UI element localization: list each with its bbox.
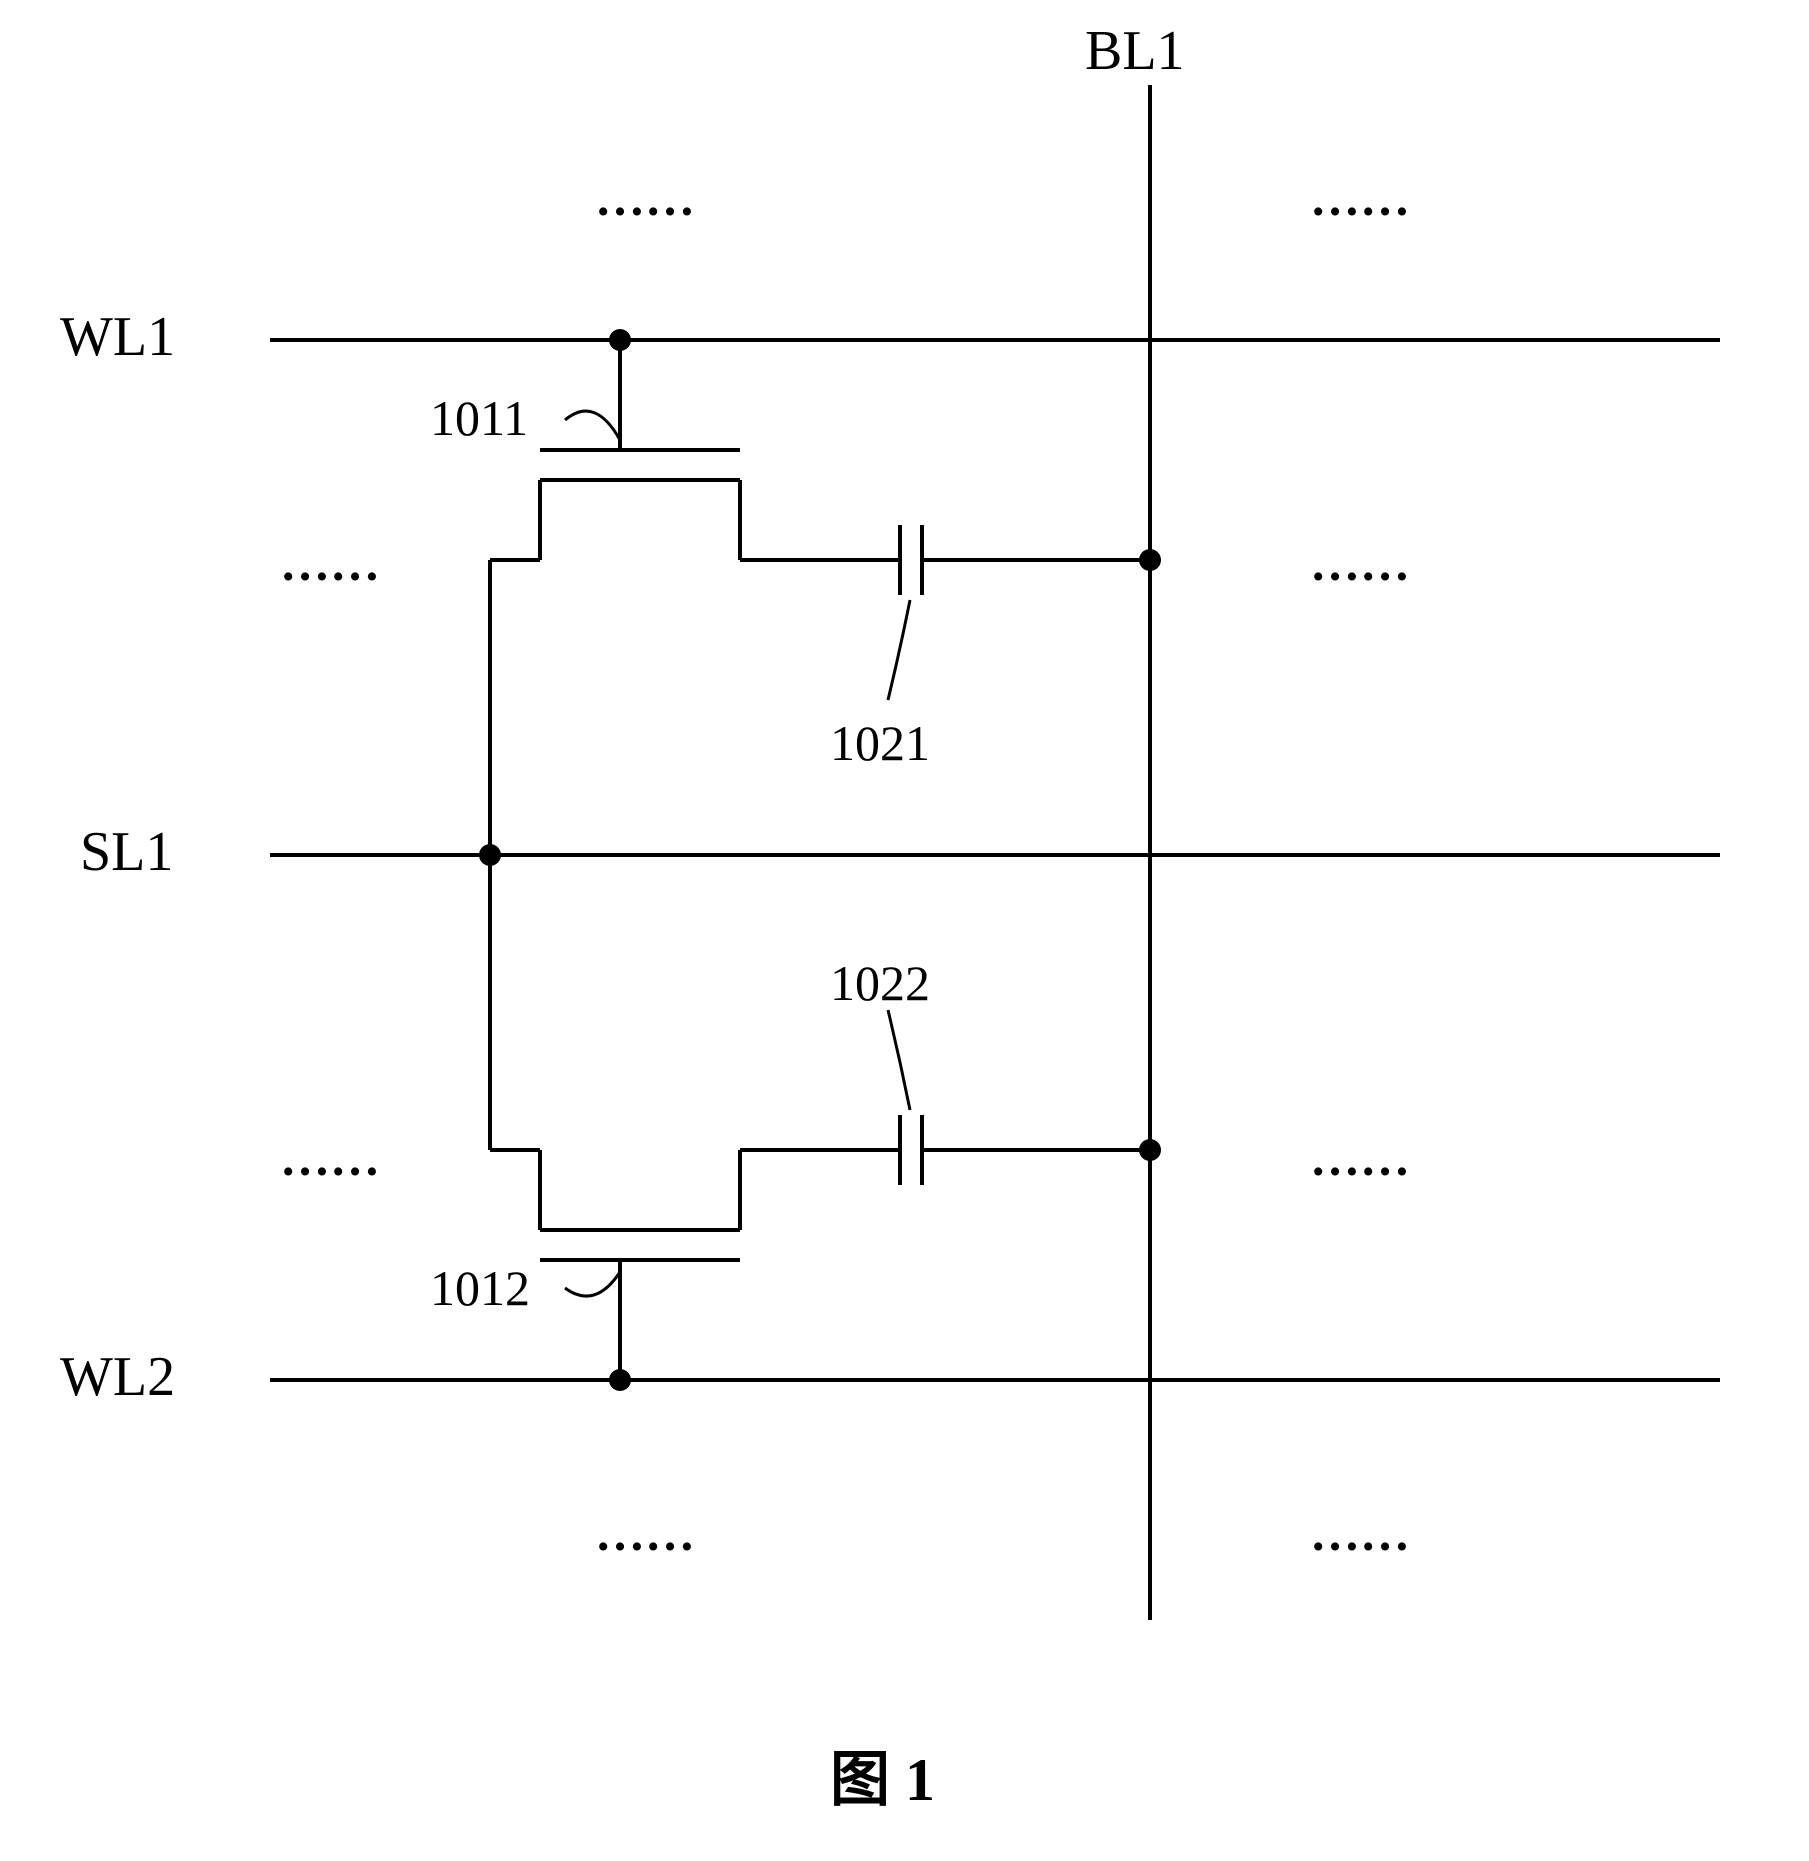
label-wl2: WL2 xyxy=(60,1346,175,1408)
dots-bot-left: …… xyxy=(595,1505,695,1561)
transistor-1011 xyxy=(490,340,800,560)
dots-wl1-left: …… xyxy=(280,535,380,591)
label-wl1: WL1 xyxy=(60,306,175,368)
label-1011: 1011 xyxy=(430,390,528,446)
label-bl1: BL1 xyxy=(1085,20,1185,82)
dots-top-right: …… xyxy=(1310,170,1410,226)
node-drain-sl1 xyxy=(479,844,501,866)
transistor-1012 xyxy=(490,1150,800,1380)
node-gate-wl2 xyxy=(609,1369,631,1391)
label-1021: 1021 xyxy=(830,715,930,771)
node-c2-bl1 xyxy=(1139,1139,1161,1161)
dots-top-left: …… xyxy=(595,170,695,226)
label-1012: 1012 xyxy=(430,1260,530,1316)
dots-wl1-right: …… xyxy=(1310,535,1410,591)
node-gate-wl1 xyxy=(609,329,631,351)
label-1022: 1022 xyxy=(830,955,930,1011)
capacitor-1022 xyxy=(800,1010,1150,1185)
circuit-diagram: BL1 WL1 SL1 WL2 1011 1021 1022 1012 …… …… xyxy=(0,0,1809,1861)
dots-sl1-right: …… xyxy=(1310,1130,1410,1186)
label-sl1: SL1 xyxy=(80,821,173,883)
dots-bot-right: …… xyxy=(1310,1505,1410,1561)
node-c1-bl1 xyxy=(1139,549,1161,571)
dots-sl1-left: …… xyxy=(280,1130,380,1186)
figure-label: 图 1 xyxy=(830,1747,935,1813)
capacitor-1021 xyxy=(888,525,1150,700)
